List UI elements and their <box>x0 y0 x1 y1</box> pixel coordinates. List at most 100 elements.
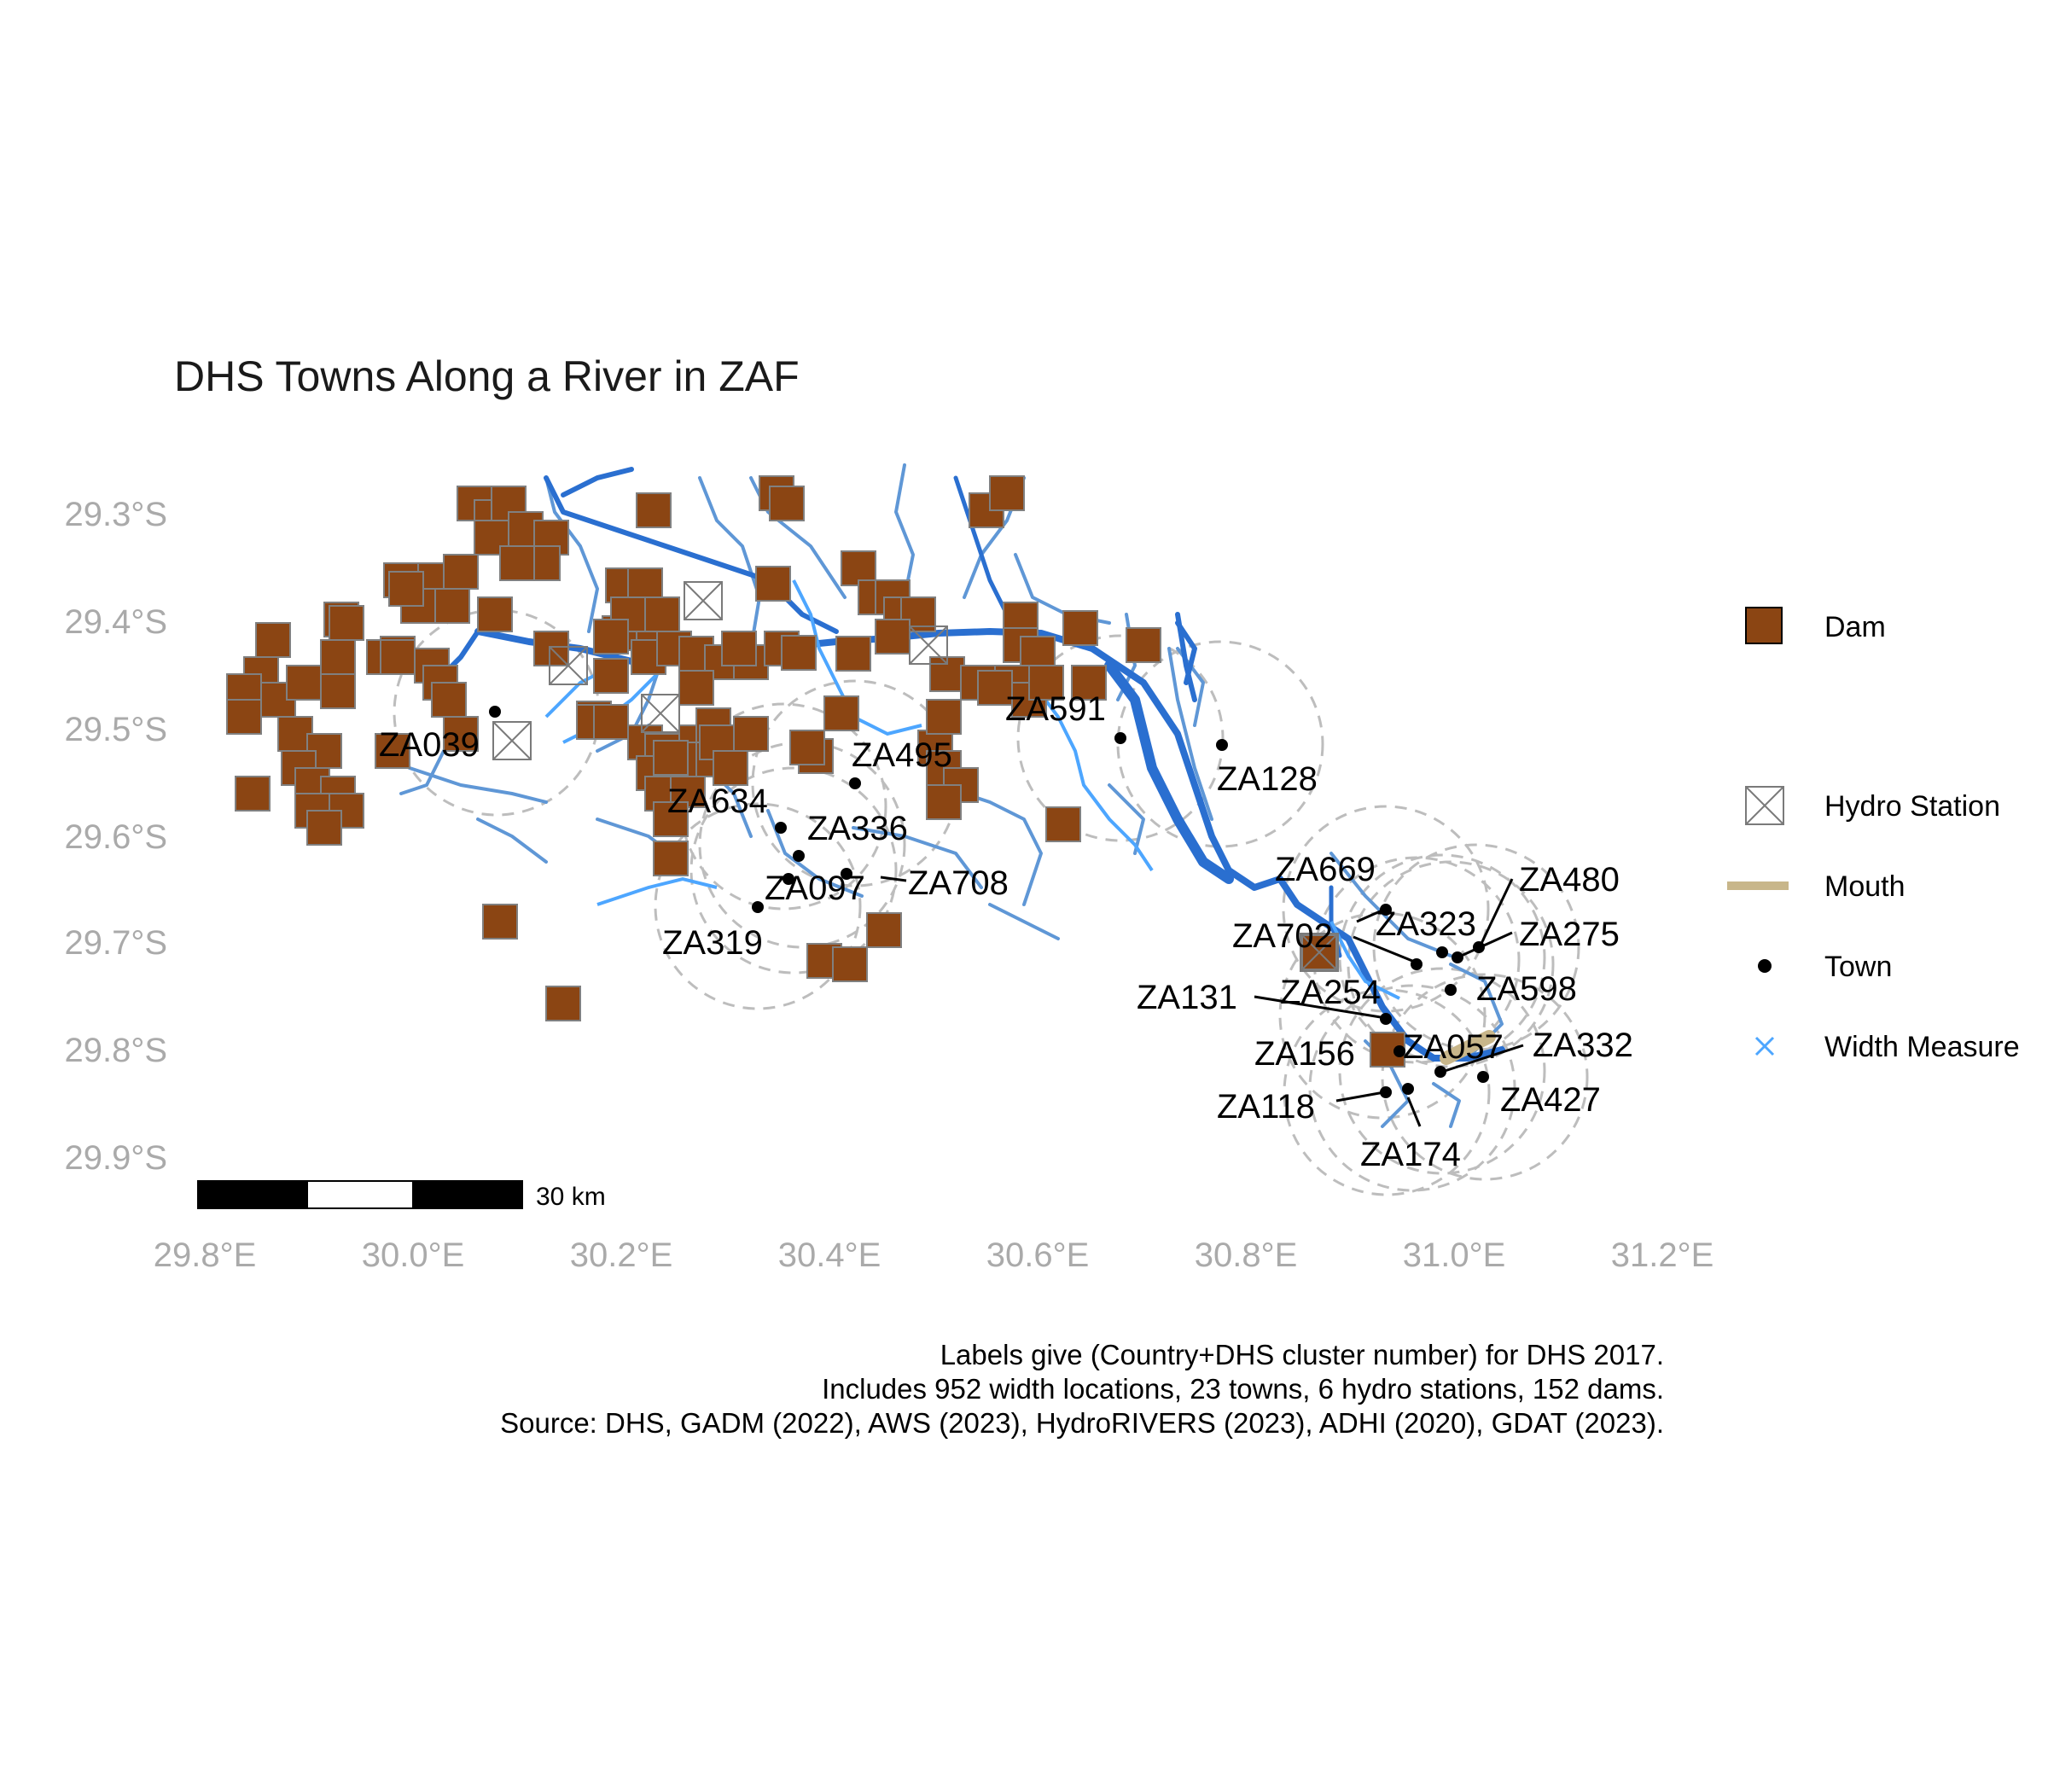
town-marker <box>775 822 787 834</box>
lat-tick-label: 29.8°S <box>64 1032 167 1069</box>
town-label: ZA332 <box>1533 1027 1633 1064</box>
legend-dam-label: Dam <box>1824 611 1886 643</box>
buffer-ring <box>689 766 898 975</box>
legend-width-label: Width Measure <box>1824 1031 2020 1063</box>
town-marker <box>1473 941 1485 953</box>
town-marker <box>793 850 805 862</box>
town-marker <box>1452 951 1463 963</box>
town-label: ZA598 <box>1476 970 1577 1008</box>
river-mouth <box>1440 1030 1496 1065</box>
town-label: ZA097 <box>765 870 865 907</box>
hydro-station-marker <box>909 625 948 665</box>
town-label: ZA336 <box>807 810 908 847</box>
lat-tick-label: 29.9°S <box>64 1139 167 1177</box>
dam-marker <box>926 699 962 735</box>
map-title: DHS Towns Along a River in ZAF <box>174 352 800 400</box>
hydro-station-marker <box>684 581 723 620</box>
caption-line: Includes 952 width locations, 23 towns, … <box>822 1373 1664 1405</box>
buffer-ring <box>679 702 887 911</box>
lat-tick-label: 29.6°S <box>64 818 167 856</box>
town-label: ZA118 <box>1217 1088 1315 1126</box>
hydro-station-marker <box>492 721 532 760</box>
town-marker <box>1216 739 1228 751</box>
legend-hydro-key <box>1745 786 1784 825</box>
dam-marker <box>713 750 748 786</box>
dam-marker <box>721 631 757 666</box>
dam-marker <box>431 682 467 718</box>
hydro-station-marker <box>549 646 588 685</box>
dam-marker <box>926 784 962 820</box>
lat-tick-label: 29.7°S <box>64 924 167 962</box>
dam-marker <box>1126 627 1161 663</box>
legend-width-key <box>1754 1036 1775 1056</box>
buffer-ring <box>1282 805 1490 1013</box>
town-marker <box>752 901 764 913</box>
dam-marker <box>593 658 629 694</box>
dam-marker <box>781 635 817 671</box>
dam-marker <box>499 545 535 581</box>
town-marker <box>1393 1045 1405 1057</box>
lon-tick-label: 31.0°E <box>1403 1236 1506 1274</box>
dam-marker <box>1045 806 1081 842</box>
scale-bar-label: 30 km <box>536 1183 606 1211</box>
town-marker <box>489 706 501 718</box>
dam-marker <box>443 554 479 590</box>
town-label: ZA156 <box>1254 1035 1355 1073</box>
town-label: ZA057 <box>1403 1028 1504 1066</box>
dam-marker <box>653 841 689 876</box>
dam-marker <box>678 670 714 706</box>
town-label: ZA131 <box>1137 979 1237 1016</box>
town-label: ZA591 <box>1005 690 1106 728</box>
town-label: ZA275 <box>1519 916 1620 953</box>
lon-tick-label: 30.8°E <box>1195 1236 1298 1274</box>
town-marker <box>1380 1013 1392 1025</box>
dam-marker <box>388 571 424 607</box>
town-marker <box>1402 1083 1414 1095</box>
dam-marker <box>434 588 470 624</box>
dam-marker <box>835 636 871 672</box>
lat-tick-label: 29.4°S <box>64 603 167 641</box>
dam-marker <box>823 695 859 731</box>
dam-marker <box>235 776 271 812</box>
town-label: ZA323 <box>1376 905 1476 943</box>
town-label: ZA128 <box>1217 760 1318 798</box>
town-label: ZA427 <box>1500 1081 1601 1119</box>
lon-tick-label: 30.0°E <box>362 1236 465 1274</box>
town-label: ZA669 <box>1275 851 1376 888</box>
lon-axis: 29.8°E 30.0°E 30.2°E 30.4°E 30.6°E 30.8°… <box>154 1236 1714 1274</box>
dam-marker <box>866 912 902 948</box>
dam-marker <box>653 801 689 837</box>
buffer-ring <box>1372 843 1580 1051</box>
lon-tick-label: 30.6°E <box>986 1236 1090 1274</box>
town-label: ZA634 <box>667 783 768 820</box>
caption-line: Labels give (Country+DHS cluster number)… <box>940 1339 1664 1370</box>
town-marker <box>1411 958 1423 970</box>
dam-marker <box>1028 665 1064 701</box>
dam-marker <box>755 566 791 602</box>
town-marker <box>1436 946 1448 958</box>
dam-marker <box>226 699 262 735</box>
lat-axis: 29.3°S 29.4°S 29.5°S 29.6°S 29.7°S 29.8°… <box>64 496 167 1177</box>
town-marker <box>1380 904 1392 916</box>
town-marker <box>1445 984 1457 996</box>
buffer-ring <box>1116 640 1324 848</box>
dam-marker <box>545 986 581 1021</box>
town-label: ZA702 <box>1232 917 1333 955</box>
dam-marker <box>593 704 629 740</box>
lon-tick-label: 29.8°E <box>154 1236 257 1274</box>
town-marker <box>1380 1086 1392 1098</box>
label-leaders <box>880 876 1524 1127</box>
towns <box>489 706 1489 1098</box>
town-label: ZA480 <box>1519 861 1620 899</box>
dam-marker <box>320 639 356 675</box>
dam-marker <box>789 730 825 765</box>
town-label: ZA708 <box>908 864 1009 902</box>
lon-tick-label: 30.2°E <box>570 1236 673 1274</box>
town-label: ZA254 <box>1280 974 1381 1011</box>
legend-dam-key <box>1745 607 1783 644</box>
dam-marker <box>320 673 356 709</box>
buffer-ring <box>1338 853 1546 1062</box>
legend-mouth-label: Mouth <box>1824 870 1905 903</box>
buffer-ring <box>1312 856 1521 1064</box>
